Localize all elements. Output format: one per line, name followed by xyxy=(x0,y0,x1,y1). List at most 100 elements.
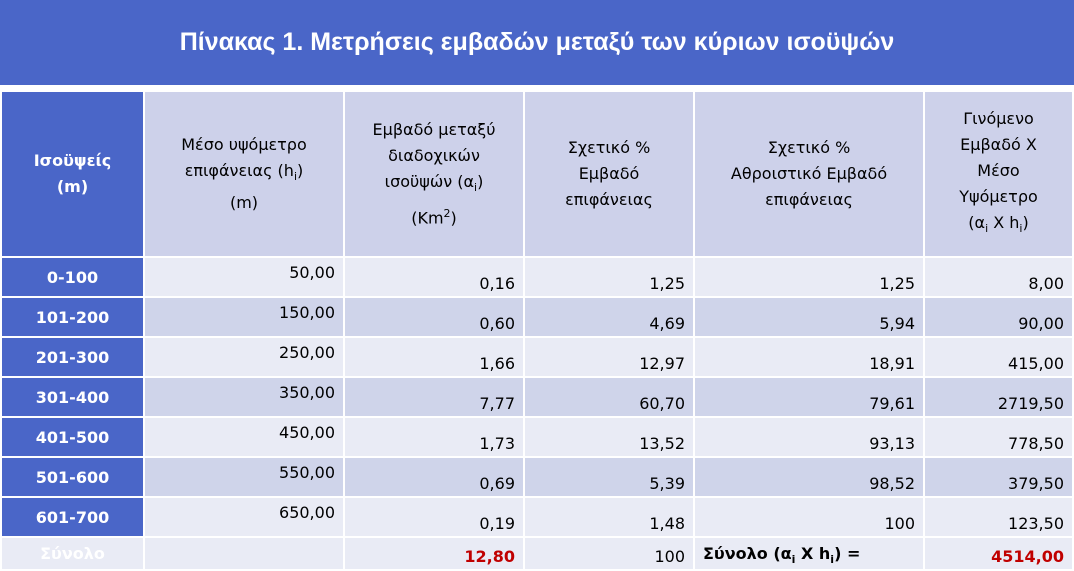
table-cell: 7,77 xyxy=(343,376,525,418)
header-cell: Μέσο υψόμετρο επιφάνειας (hi) (m) xyxy=(143,90,345,258)
header-text: (m) xyxy=(229,193,259,213)
table-cell: 12,97 xyxy=(523,336,695,378)
total-area: 12,80 xyxy=(343,536,525,571)
table-cell: 450,00 xyxy=(143,416,345,458)
table-cell: 778,50 xyxy=(923,416,1074,458)
table-row: 601-700 650,00 0,19 1,48 100 123,50 xyxy=(0,496,1074,538)
label-text: Σύνολο (α xyxy=(703,543,792,563)
header-text: Γινόμενο xyxy=(963,108,1034,128)
table-cell: 150,00 xyxy=(143,296,345,338)
header-text: επιφάνειας xyxy=(765,190,853,209)
row-label: 0-100 xyxy=(0,256,145,298)
label-text: ) = xyxy=(834,543,861,563)
header-text: Μέσο xyxy=(977,160,1020,180)
table-row: 101-200 150,00 0,60 4,69 5,94 90,00 xyxy=(0,296,1074,338)
table-cell: 123,50 xyxy=(923,496,1074,538)
header-text: ) xyxy=(477,171,484,191)
table-row: 401-500 450,00 1,73 13,52 93,13 778,50 xyxy=(0,416,1074,458)
table-cell: 2719,50 xyxy=(923,376,1074,418)
table-cell: 1,73 xyxy=(343,416,525,458)
table-cell: 0,16 xyxy=(343,256,525,298)
header-text: i xyxy=(293,170,297,184)
total-label: Σύνολο xyxy=(0,536,145,571)
table-cell: 50,00 xyxy=(143,256,345,298)
table-cell: 1,66 xyxy=(343,336,525,378)
header-text: επιφάνειας (h xyxy=(184,160,294,180)
header-text: Αθροιστικό Εμβαδό xyxy=(730,164,888,183)
row-label: 101-200 xyxy=(0,296,145,338)
table-cell: 250,00 xyxy=(143,336,345,378)
table-cell: 0,19 xyxy=(343,496,525,538)
table-cell: 8,00 xyxy=(923,256,1074,298)
table-cell: 415,00 xyxy=(923,336,1074,378)
table-cell: 550,00 xyxy=(143,456,345,498)
table-cell xyxy=(143,536,345,571)
table-cell: 0,69 xyxy=(343,456,525,498)
total-row: Σύνολο 12,80 100 Σύνολο (αi X hi) = 4514,00 xyxy=(0,536,1074,571)
table-cell: 5,94 xyxy=(693,296,925,338)
table: Ισοϋψείς (m) Μέσο υψόμετρο επιφάνειας (hi)… xyxy=(0,90,1074,571)
row-label: 601-700 xyxy=(0,496,145,538)
header-text: Εμβαδό xyxy=(578,164,640,183)
header-cell: Ισοϋψείς (m) xyxy=(0,90,145,258)
table-cell: 90,00 xyxy=(923,296,1074,338)
table-cell: 0,60 xyxy=(343,296,525,338)
header-text: ) xyxy=(450,208,457,228)
header-text: i xyxy=(985,222,989,236)
header-text: Σχετικό % xyxy=(567,138,651,157)
table-cell: 60,70 xyxy=(523,376,695,418)
row-label: 201-300 xyxy=(0,336,145,378)
header-text: ) xyxy=(1022,212,1029,232)
table-cell: 4,69 xyxy=(523,296,695,338)
total-product-label: Σύνολο (αi X hi) = xyxy=(693,536,925,571)
table-cell: 1,25 xyxy=(693,256,925,298)
table-body: 0-100 50,00 0,16 1,25 1,25 8,00 101-200 150,00 0… xyxy=(0,256,1074,571)
label-text: X h xyxy=(795,543,831,563)
table-row: 0-100 50,00 0,16 1,25 1,25 8,00 xyxy=(0,256,1074,298)
table-cell: 18,91 xyxy=(693,336,925,378)
header-text: (α xyxy=(968,212,986,232)
header-cell: Σχετικό % Εμβαδό επιφάνειας xyxy=(523,90,695,258)
header-text: i xyxy=(1019,222,1023,236)
header-text: Ισοϋψείς xyxy=(33,151,112,170)
header-text: i xyxy=(474,180,478,194)
header-cell: Εμβαδό μεταξύ διαδοχικών ισοϋψών (αi) (Km2) xyxy=(343,90,525,258)
table-cell: 5,39 xyxy=(523,456,695,498)
total-percent: 100 xyxy=(523,536,695,571)
table-cell: 79,61 xyxy=(693,376,925,418)
row-label: 501-600 xyxy=(0,456,145,498)
table-cell: 100 xyxy=(693,496,925,538)
table-cell: 350,00 xyxy=(143,376,345,418)
table-row: 501-600 550,00 0,69 5,39 98,52 379,50 xyxy=(0,456,1074,498)
header-text: 2 xyxy=(443,206,451,220)
table-title: Πίνακας 1. Μετρήσεις εμβαδών μεταξύ των … xyxy=(0,0,1074,85)
table-cell: 93,13 xyxy=(693,416,925,458)
table-cell: 1,25 xyxy=(523,256,695,298)
header-text: ) xyxy=(297,160,304,180)
table-header: Ισοϋψείς (m) Μέσο υψόμετρο επιφάνειας (hi)… xyxy=(0,90,1074,258)
table-cell: 650,00 xyxy=(143,496,345,538)
table-cell: 1,48 xyxy=(523,496,695,538)
header-cell: Γινόμενο Εμβαδό Χ Μέσο Υψόμετρο (αi X hi) xyxy=(923,90,1074,258)
header-text: (m) xyxy=(56,177,89,196)
header-text: επιφάνειας xyxy=(565,190,653,209)
row-label: 401-500 xyxy=(0,416,145,458)
header-text: Εμβαδό μεταξύ xyxy=(372,119,496,139)
header-text: Μέσο υψόμετρο xyxy=(181,134,307,154)
header-row: Ισοϋψείς (m) Μέσο υψόμετρο επιφάνειας (hi)… xyxy=(0,90,1074,258)
table-cell: 13,52 xyxy=(523,416,695,458)
header-text: διαδοχικών xyxy=(388,145,480,165)
table-cell: 98,52 xyxy=(693,456,925,498)
header-cell: Σχετικό % Αθροιστικό Εμβαδό επιφάνειας xyxy=(693,90,925,258)
total-product: 4514,00 xyxy=(923,536,1074,571)
header-text: X h xyxy=(988,212,1020,232)
table-cell: 379,50 xyxy=(923,456,1074,498)
table-row: 201-300 250,00 1,66 12,97 18,91 415,00 xyxy=(0,336,1074,378)
header-text: Υψόμετρο xyxy=(959,186,1038,206)
header-text: Εμβαδό Χ xyxy=(960,134,1037,154)
table-row: 301-400 350,00 7,77 60,70 79,61 2719,50 xyxy=(0,376,1074,418)
header-text: (Km xyxy=(411,208,444,228)
header-text: ισοϋψών (α xyxy=(384,171,475,191)
header-text: Σχετικό % xyxy=(767,138,851,157)
